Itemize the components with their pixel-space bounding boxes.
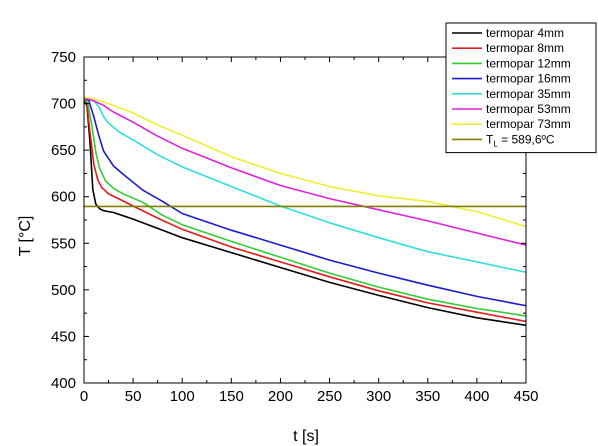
y-tick-label: 700 — [51, 96, 76, 113]
axes: 0 50 100 150 200 250 300 350 400 450 400 450 500 550 6… — [51, 49, 539, 405]
y-tick-label: 750 — [51, 49, 76, 66]
x-tick-label: 400 — [464, 388, 489, 405]
legend-label: termopar 8mm — [486, 41, 564, 55]
legend-label: termopar 4mm — [486, 26, 564, 40]
legend-label: termopar 35mm — [486, 87, 571, 101]
series-layer — [84, 96, 526, 327]
series-line-6 — [84, 96, 526, 228]
y-tick-label: 550 — [51, 235, 76, 252]
y-tick-label: 400 — [51, 375, 76, 392]
x-tick-label: 300 — [366, 388, 391, 405]
x-tick-label: 200 — [268, 388, 293, 405]
y-tick-label: 450 — [51, 328, 76, 345]
legend-label: termopar 16mm — [486, 72, 571, 86]
legend-label-liquidus-sub: L — [493, 139, 498, 148]
y-axis-title: T [°C] — [17, 216, 34, 257]
legend-label-liquidus-main: T — [486, 132, 494, 146]
legend-label-liquidus: TL = 589,6ºC — [486, 132, 555, 148]
x-tick-label: 50 — [125, 388, 142, 405]
x-tick-label: 450 — [513, 388, 538, 405]
series-line-3 — [84, 97, 526, 307]
x-tick-label: 250 — [317, 388, 342, 405]
series-line-1 — [84, 98, 526, 323]
x-tick-label: 350 — [415, 388, 440, 405]
x-axis-title: t [s] — [293, 428, 319, 445]
x-tick-label: 150 — [219, 388, 244, 405]
legend-label: termopar 12mm — [486, 56, 571, 70]
legend-label: termopar 73mm — [486, 117, 571, 131]
series-line-5 — [84, 97, 526, 246]
y-tick-label: 650 — [51, 142, 76, 159]
y-tick-label: 500 — [51, 282, 76, 299]
y-tick-label: 600 — [51, 189, 76, 206]
series-line-4 — [84, 97, 526, 273]
legend-label: termopar 53mm — [486, 102, 571, 116]
legend-label-liquidus-rest: = 589,6ºC — [498, 132, 555, 146]
x-tick-label: 100 — [170, 388, 195, 405]
series-line-2 — [84, 97, 526, 317]
series-line-0 — [84, 100, 526, 327]
x-tick-label: 0 — [80, 388, 88, 405]
legend-box — [445, 22, 597, 154]
